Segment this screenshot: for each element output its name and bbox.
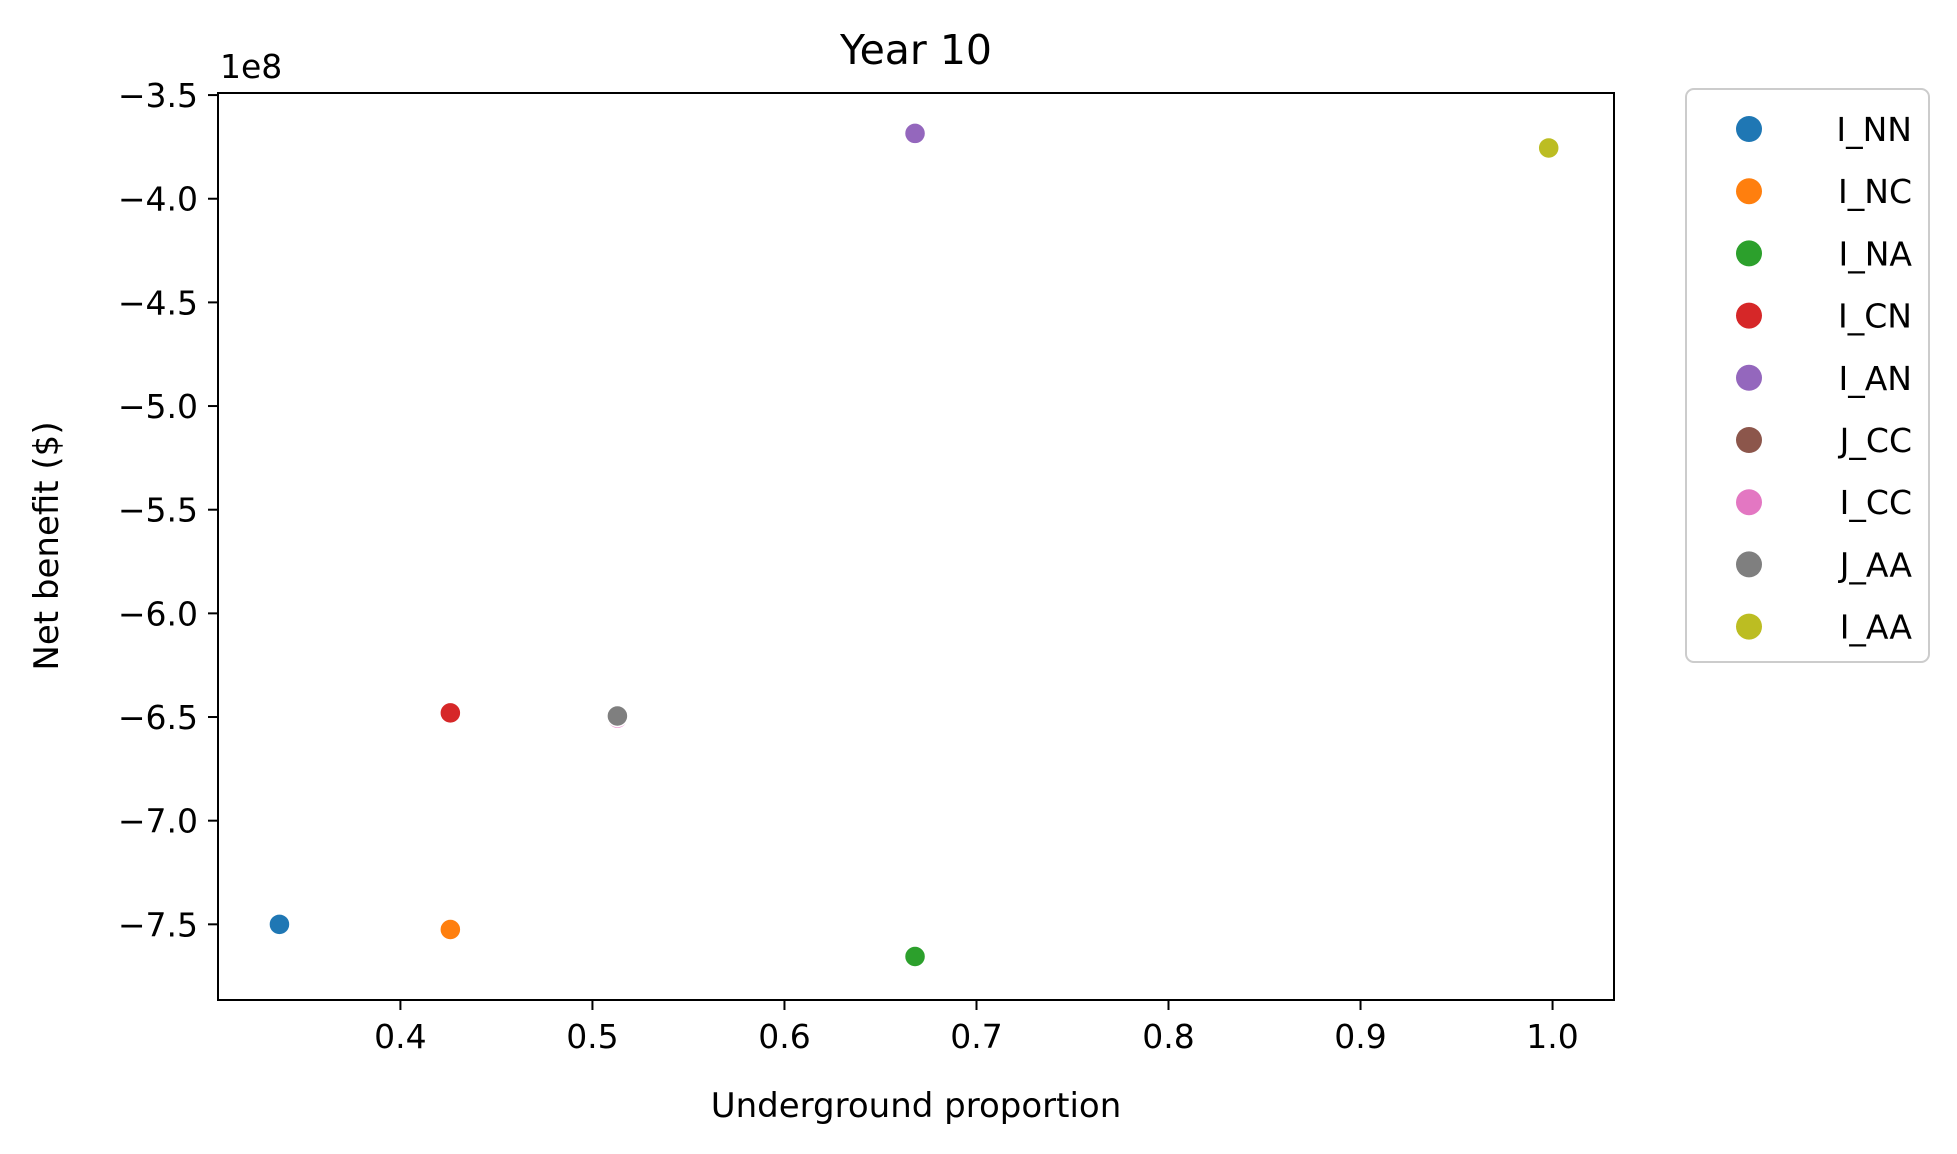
x-tick-label: 1.0 xyxy=(1526,1017,1578,1056)
legend-marker xyxy=(1736,116,1762,142)
y-tick-label: −6.5 xyxy=(118,698,198,737)
data-points xyxy=(268,122,1560,968)
x-axis: 0.4 0.5 0.6 0.7 0.8 0.9 1.0 xyxy=(374,1000,1579,1056)
x-tick-label: 0.6 xyxy=(758,1017,810,1056)
legend-marker xyxy=(1736,551,1762,578)
legend-label: I_AN xyxy=(1839,359,1913,398)
y-tick-label: −4.0 xyxy=(118,180,198,219)
legend-marker xyxy=(1736,302,1762,329)
y-tick-label: −4.5 xyxy=(118,283,198,322)
legend-label: J_AA xyxy=(1838,545,1913,584)
legend-marker xyxy=(1736,489,1762,516)
legend-frame xyxy=(1685,88,1930,663)
legend-label: I_CN xyxy=(1838,297,1912,336)
data-point-i-na xyxy=(903,945,927,968)
legend-marker xyxy=(1736,178,1762,205)
y-tick-label: −7.0 xyxy=(118,802,198,841)
legend-label: I_NA xyxy=(1839,234,1913,273)
legend-label: I_CC xyxy=(1840,483,1912,522)
data-point-i-nn xyxy=(268,913,291,936)
legend-label: I_NC xyxy=(1838,172,1912,211)
x-tick-label: 0.7 xyxy=(950,1017,1002,1056)
legend-items: I_NN I_NC I_NA I_CN I_AN J_CC I_CC J_AA I_AA xyxy=(1736,110,1912,647)
plot-frame xyxy=(217,92,1615,1001)
legend-label: J_CC xyxy=(1838,421,1912,460)
legend-marker xyxy=(1736,364,1762,391)
data-point-i-aa xyxy=(1537,136,1560,160)
x-axis-label: Underground proportion xyxy=(711,1086,1122,1126)
x-tick-label: 0.8 xyxy=(1142,1017,1194,1056)
data-point-i-an xyxy=(903,122,927,145)
plot-area: 0.4 0.5 0.6 0.7 0.8 0.9 1.0 −3.5 −4.0 −4.5 −5.0 −5… xyxy=(118,76,1615,1056)
y-tick-label: −7.5 xyxy=(118,905,198,944)
y-offset-label: 1e8 xyxy=(220,47,282,86)
y-axis: −3.5 −4.0 −4.5 −5.0 −5.5 −6.0 −6.5 −7.0 −7.5 xyxy=(118,76,218,944)
legend: I_NN I_NC I_NA I_CN I_AN J_CC I_CC J_AA I_AA xyxy=(1685,88,1930,663)
y-tick-label: −5.5 xyxy=(118,491,198,530)
legend-marker xyxy=(1736,613,1762,640)
chart-title: Year 10 xyxy=(839,26,992,74)
y-axis-label: Net benefit ($) xyxy=(27,421,67,670)
x-tick-label: 0.9 xyxy=(1334,1017,1386,1056)
data-point-i-nc xyxy=(439,918,462,941)
legend-label: I_NN xyxy=(1836,110,1912,149)
y-tick-label: −3.5 xyxy=(118,76,198,115)
legend-marker xyxy=(1736,240,1762,267)
x-tick-label: 0.5 xyxy=(566,1017,618,1056)
data-point-j-aa xyxy=(606,704,629,728)
legend-label: I_AA xyxy=(1840,608,1913,647)
legend-marker xyxy=(1736,427,1762,453)
x-tick-label: 0.4 xyxy=(374,1017,426,1056)
y-tick-label: −6.0 xyxy=(118,594,198,633)
data-point-i-cn xyxy=(439,701,462,725)
y-tick-label: −5.0 xyxy=(118,387,198,426)
